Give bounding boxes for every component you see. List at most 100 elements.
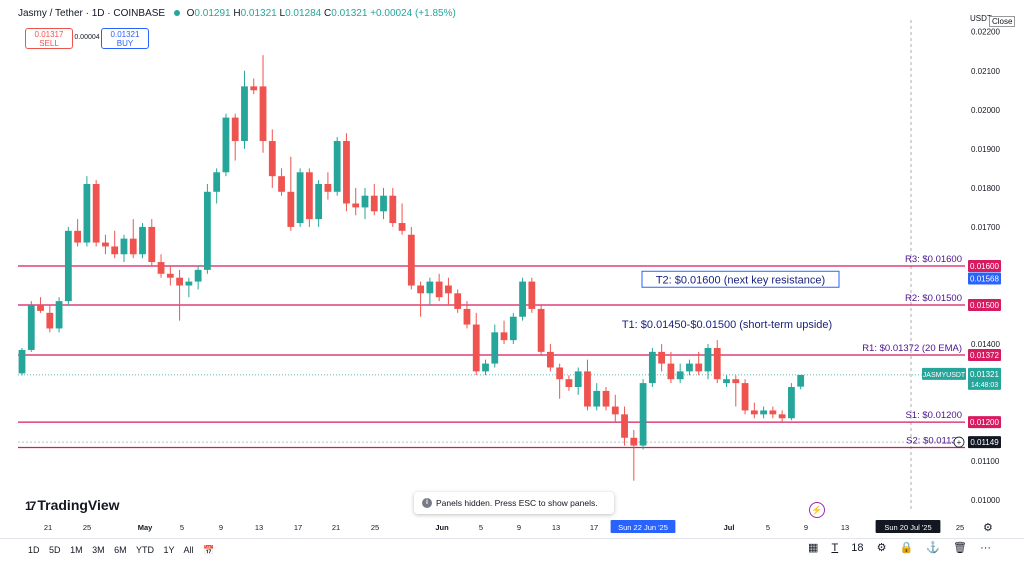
candle-body xyxy=(621,414,628,438)
candle-body xyxy=(611,406,619,415)
time-tick-label: 13 xyxy=(255,523,263,532)
candle xyxy=(769,406,777,419)
symbol-title[interactable]: Jasmy / Tether · 1D · COINBASE xyxy=(18,8,166,19)
candle xyxy=(27,301,35,352)
candle xyxy=(315,180,323,227)
range-5d[interactable]: 5D xyxy=(49,545,61,555)
buy-button[interactable]: 0.01321 BUY xyxy=(101,28,149,49)
settings-icon[interactable]: ⚙ xyxy=(876,542,887,554)
candle-body xyxy=(472,324,480,372)
market-status-dot xyxy=(173,10,180,17)
candle xyxy=(686,359,693,376)
currency-label[interactable]: USDT xyxy=(970,14,992,23)
candle xyxy=(259,55,267,153)
font-size-value[interactable]: 18 xyxy=(851,542,864,554)
candle xyxy=(222,113,230,177)
drawing-toolbar: ▦ T 18 ⚙ 🔒 ⚓ 🗑 ··· xyxy=(808,541,1001,554)
range-1y[interactable]: 1Y xyxy=(163,545,175,555)
candle xyxy=(176,269,183,321)
candle xyxy=(630,429,638,481)
candle-body xyxy=(250,86,258,91)
candle-body xyxy=(760,410,767,415)
object-tree-icon[interactable]: ▦ xyxy=(808,542,819,554)
trash-icon[interactable]: 🗑 xyxy=(953,542,968,554)
candle-body xyxy=(37,305,44,311)
candle xyxy=(713,340,721,384)
candle xyxy=(148,219,156,266)
time-tick-label: 13 xyxy=(552,523,560,532)
plus-glyph: + xyxy=(957,438,962,447)
candle xyxy=(778,410,786,423)
price-tick-label: 0.02200 xyxy=(971,28,1000,37)
anchor-icon[interactable]: ⚓ xyxy=(926,542,940,554)
candle xyxy=(621,406,628,446)
candle-body xyxy=(74,230,82,243)
lightning-icon[interactable]: ⚡ xyxy=(809,502,825,518)
candle-body xyxy=(648,351,656,384)
range-ytd[interactable]: YTD xyxy=(135,545,154,555)
sell-button[interactable]: 0.01317 SELL xyxy=(25,28,73,49)
candle xyxy=(750,402,758,419)
candle-body xyxy=(454,293,462,309)
candle-body xyxy=(519,281,526,317)
time-tick-label: 13 xyxy=(841,523,849,532)
candle-body xyxy=(315,183,323,220)
symbol-tag-bg xyxy=(922,367,966,380)
gear-icon[interactable]: ⚙ xyxy=(983,522,993,534)
tv-logo-icon: 17 xyxy=(25,499,36,513)
candle xyxy=(407,226,415,290)
level-label-s2: S2: $0.01135 xyxy=(906,436,962,447)
range-1m[interactable]: 1M xyxy=(70,545,83,555)
date-range-icon[interactable]: 📅 xyxy=(203,545,215,555)
candle-body xyxy=(750,410,758,415)
candle xyxy=(435,273,443,302)
candle xyxy=(797,374,805,390)
range-3m[interactable]: 3M xyxy=(92,545,105,555)
candle xyxy=(658,344,666,372)
candle-body xyxy=(46,312,54,329)
candle-body xyxy=(389,195,397,224)
toast-text: Panels hidden. Press ESC to show panels. xyxy=(436,498,598,508)
current-price-tag: 0.01321 xyxy=(970,370,999,379)
candle-body xyxy=(324,183,332,192)
time-tick-label: Jul xyxy=(724,523,735,532)
time-tick-label: 9 xyxy=(219,523,223,532)
candle xyxy=(676,363,684,384)
candle xyxy=(593,383,601,411)
info-icon: i xyxy=(422,498,432,508)
candle xyxy=(602,387,610,411)
candle xyxy=(370,183,378,216)
more-icon[interactable]: ··· xyxy=(980,542,992,554)
text-tool-icon[interactable]: T xyxy=(831,542,839,554)
candle xyxy=(324,172,332,200)
candle-body xyxy=(574,371,582,388)
candle xyxy=(417,281,425,317)
range-6m[interactable]: 6M xyxy=(114,545,127,555)
range-selector: 1D 5D 1M 3M 6M YTD 1Y All 📅 xyxy=(28,545,221,556)
level-tag-r1: 0.01372 xyxy=(970,351,999,360)
level-label-r1: R1: $0.01372 (20 EMA) xyxy=(862,343,962,354)
time-tick-label: 5 xyxy=(766,523,770,532)
candle-body xyxy=(204,191,211,270)
candle-body xyxy=(528,281,536,309)
level-label-r3: R3: $0.01600 xyxy=(905,254,962,265)
range-all[interactable]: All xyxy=(183,545,194,555)
time-tick-label: 21 xyxy=(44,523,52,532)
price-tick-label: 0.01900 xyxy=(971,145,1000,154)
candle xyxy=(139,223,146,259)
candle-body xyxy=(732,379,740,384)
price-tick-label: 0.01800 xyxy=(971,184,1000,193)
lock-icon[interactable]: 🔒 xyxy=(899,542,914,554)
candle-body xyxy=(139,226,146,255)
tradingview-logo[interactable]: 17 TradingView xyxy=(25,497,120,513)
range-1d[interactable]: 1D xyxy=(28,545,40,555)
time-tick-label: 21 xyxy=(332,523,340,532)
candle-body xyxy=(352,203,360,208)
candle-body xyxy=(241,86,248,142)
close-tooltip: Close xyxy=(989,16,1016,27)
candle xyxy=(491,324,499,368)
price-tag-bg xyxy=(968,272,1001,285)
candle xyxy=(46,305,54,333)
